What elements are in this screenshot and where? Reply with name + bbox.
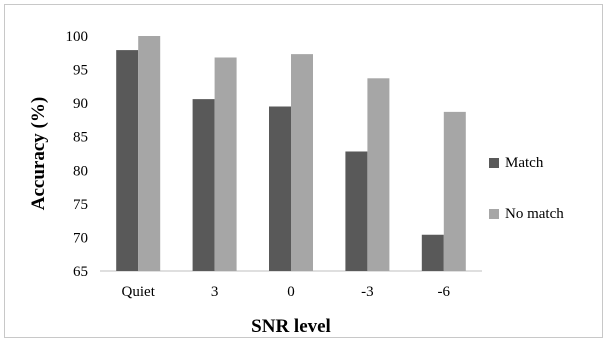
y-tick-label: 95 <box>73 63 88 79</box>
bar-match <box>192 99 215 271</box>
y-tick-label: 75 <box>73 197 88 213</box>
bar-no-match <box>291 54 313 271</box>
bar-match <box>421 234 444 271</box>
bar-match <box>269 106 291 271</box>
y-axis-ticks: 65 70 75 80 85 90 95 100 <box>66 29 89 280</box>
legend-swatch <box>489 158 499 168</box>
x-axis-title: SNR level <box>251 316 331 337</box>
y-tick-label: 85 <box>73 130 88 146</box>
y-tick-label: 65 <box>73 264 88 280</box>
y-axis-title: Accuracy (%) <box>28 97 49 210</box>
legend-label: No match <box>505 206 564 222</box>
x-tick-label: -6 <box>438 284 451 300</box>
legend: Match No match <box>489 155 564 222</box>
bar-match <box>116 50 139 271</box>
bar-no-match <box>367 78 390 271</box>
y-tick-label: 80 <box>73 163 88 179</box>
bar-no-match <box>214 57 237 271</box>
y-tick-label: 90 <box>73 96 88 112</box>
bar-no-match <box>138 36 161 271</box>
x-tick-label: -3 <box>361 284 374 300</box>
legend-label: Match <box>505 155 544 171</box>
x-tick-label: 3 <box>211 284 219 300</box>
bars <box>116 36 466 271</box>
x-tick-label: 0 <box>287 284 295 300</box>
x-tick-label: Quiet <box>122 284 156 300</box>
x-axis-ticks: Quiet 3 0 -3 -6 <box>122 284 451 300</box>
bar-match <box>345 151 368 271</box>
y-tick-label: 100 <box>66 29 89 45</box>
legend-swatch <box>489 209 499 219</box>
y-tick-label: 70 <box>73 230 88 246</box>
bar-no-match <box>443 111 466 271</box>
